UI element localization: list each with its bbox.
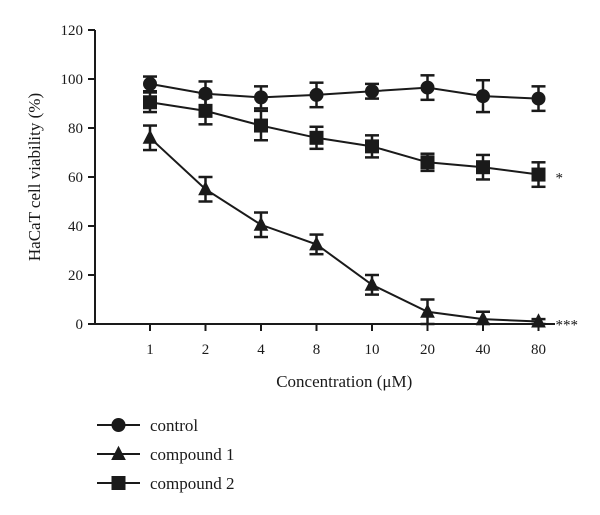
significance-label-compound-2: * [556,171,564,187]
series-compound-2 [143,91,546,189]
series-layer [142,74,546,328]
data-point-compound-1-3 [309,236,324,251]
legend: control compound 1 compound 2 [97,416,235,493]
legend-item-compound-1: compound 1 [97,445,235,464]
data-point-compound-2-7 [531,167,546,182]
data-point-compound-1-5 [420,303,435,318]
data-point-compound-2-2 [254,118,268,133]
y-axis-title: HaCaT cell viability (%) [25,93,44,261]
data-point-control-2 [254,90,268,105]
y-tick-label-20: 20 [68,268,83,284]
x-tick-label-10: 10 [365,342,380,358]
data-point-compound-1-1 [198,181,213,196]
data-point-compound-2-1 [198,103,213,118]
data-point-control-0 [143,76,157,91]
data-point-compound-1-2 [253,216,269,231]
data-point-control-4 [365,84,379,99]
data-point-compound-2-4 [365,139,379,154]
legend-marker-compound-2 [111,476,126,490]
series-compound-1 [142,124,546,328]
data-point-compound-1-4 [364,276,380,291]
x-tick-label-2: 2 [202,342,210,358]
series-line-compound-1 [149,137,539,323]
legend-marker-control [111,418,126,432]
data-point-compound-2-0 [143,95,157,110]
data-point-control-3 [309,87,324,102]
series-line-compound-2 [149,101,539,176]
y-tick-label-100: 100 [61,72,84,88]
legend-item-compound-2: compound 2 [97,474,235,493]
data-point-compound-2-6 [476,160,490,175]
data-point-compound-1-0 [142,129,158,144]
y-tick-label-40: 40 [68,219,83,235]
x-tick-label-1: 1 [146,342,154,358]
labels-layer: 0 20 40 60 80 100 120 1 2 4 8 10 20 40 80 Concentration… [25,23,578,391]
y-tick-label-0: 0 [76,317,84,333]
x-tick-label-80: 80 [531,342,546,358]
data-point-compound-1-7 [531,313,546,328]
legend-label-control: control [150,416,198,435]
series-line-control [149,82,539,100]
significance-label-compound-1: *** [556,318,579,334]
legend-label-compound-1: compound 1 [150,445,235,464]
data-point-compound-2-3 [309,130,324,145]
data-point-compound-1-6 [475,310,491,326]
legend-marker-compound-1 [111,445,126,460]
y-tick-label-60: 60 [68,170,83,186]
data-point-control-5 [420,80,435,95]
data-point-compound-2-5 [420,155,435,170]
x-tick-label-4: 4 [257,342,265,358]
y-tick-label-120: 120 [61,23,84,39]
series-control [143,74,546,114]
x-axis-title: Concentration (μM) [276,372,412,391]
y-tick-label-80: 80 [68,121,83,137]
data-point-control-6 [476,89,490,104]
x-tick-label-40: 40 [476,342,491,358]
x-tick-label-20: 20 [420,342,435,358]
legend-label-compound-2: compound 2 [150,474,235,493]
legend-item-control: control [97,416,198,435]
data-point-control-7 [531,91,546,106]
x-tick-label-8: 8 [313,342,321,358]
